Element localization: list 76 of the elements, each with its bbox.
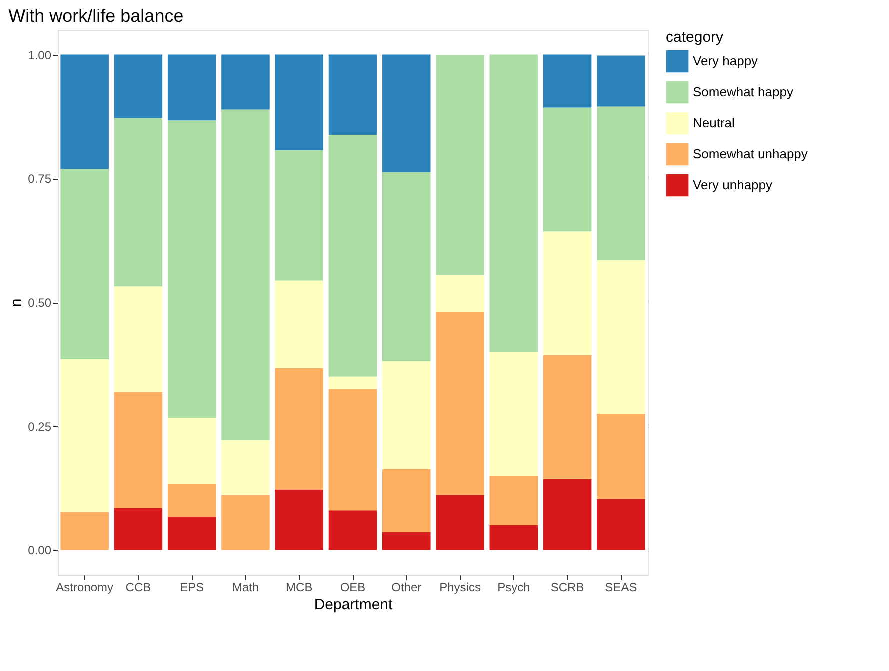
bar (597, 260, 646, 414)
bar (328, 510, 378, 550)
bar (436, 312, 484, 496)
bar (275, 280, 324, 368)
bar (60, 169, 109, 360)
bar (490, 352, 538, 476)
bar (275, 54, 324, 150)
bar (436, 55, 484, 276)
bar (543, 479, 592, 550)
x-tick-label: OEB (340, 580, 366, 594)
x-tick-label: Other (392, 580, 422, 594)
bar (168, 484, 216, 518)
x-tick-label: SEAS (605, 580, 638, 594)
bar (222, 440, 270, 496)
bar (275, 150, 324, 281)
y-tick-label: 0.75 (28, 172, 52, 186)
bar (382, 532, 431, 550)
bar (328, 389, 378, 511)
bar (60, 54, 109, 170)
bar (114, 118, 163, 287)
bar (275, 368, 324, 490)
bar (168, 517, 216, 550)
bar (222, 54, 270, 110)
bar (60, 359, 109, 512)
x-tick-label: CCB (126, 580, 152, 594)
chart-title: With work/life balance (8, 6, 184, 26)
x-tick-label: Physics (440, 580, 481, 594)
x-axis-title: Department (314, 596, 394, 614)
bar (114, 392, 163, 508)
y-tick-label: 0.00 (28, 544, 52, 558)
bar (543, 108, 592, 232)
bar (597, 106, 646, 260)
x-tick-label: Math (232, 580, 260, 594)
bar (222, 110, 270, 440)
bar (328, 54, 378, 136)
legend-label: Neutral (693, 116, 736, 130)
bar (543, 232, 592, 356)
bar (490, 54, 538, 352)
bar (114, 286, 163, 392)
bar (328, 376, 378, 390)
y-axis-title: n (8, 298, 26, 308)
bar (114, 508, 163, 550)
bar (382, 54, 431, 172)
y-tick-label: 0.25 (28, 420, 52, 434)
x-tick-label: Psych (498, 580, 530, 594)
bar (436, 495, 484, 550)
bar (543, 356, 592, 480)
bar (168, 120, 216, 418)
legend-title: category (666, 29, 724, 46)
bar (597, 56, 646, 107)
legend-label: Somewhat happy (693, 84, 794, 100)
x-tick-label: Astronomy (56, 580, 114, 594)
y-tick-label: 1.00 (28, 48, 52, 62)
bar (490, 525, 538, 550)
x-tick-label: MCB (286, 580, 313, 594)
x-tick-label: EPS (180, 580, 204, 594)
bar (168, 418, 216, 484)
x-tick-label: SCRB (550, 580, 584, 594)
bar (382, 172, 431, 362)
bar (597, 414, 646, 500)
legend-label: Very happy (693, 54, 759, 68)
bar (60, 512, 109, 550)
bar (114, 54, 163, 118)
bar (436, 275, 484, 312)
bar (543, 54, 592, 108)
bar (597, 499, 646, 550)
legend-label: Very unhappy (693, 178, 774, 192)
bar (382, 361, 431, 470)
bar (222, 495, 270, 550)
bar (168, 54, 216, 121)
bar (328, 135, 378, 377)
bar (382, 469, 431, 532)
y-tick-label: 0.50 (28, 296, 52, 310)
bar (275, 490, 324, 550)
bar (490, 476, 538, 526)
legend-label: Somewhat unhappy (693, 146, 808, 162)
